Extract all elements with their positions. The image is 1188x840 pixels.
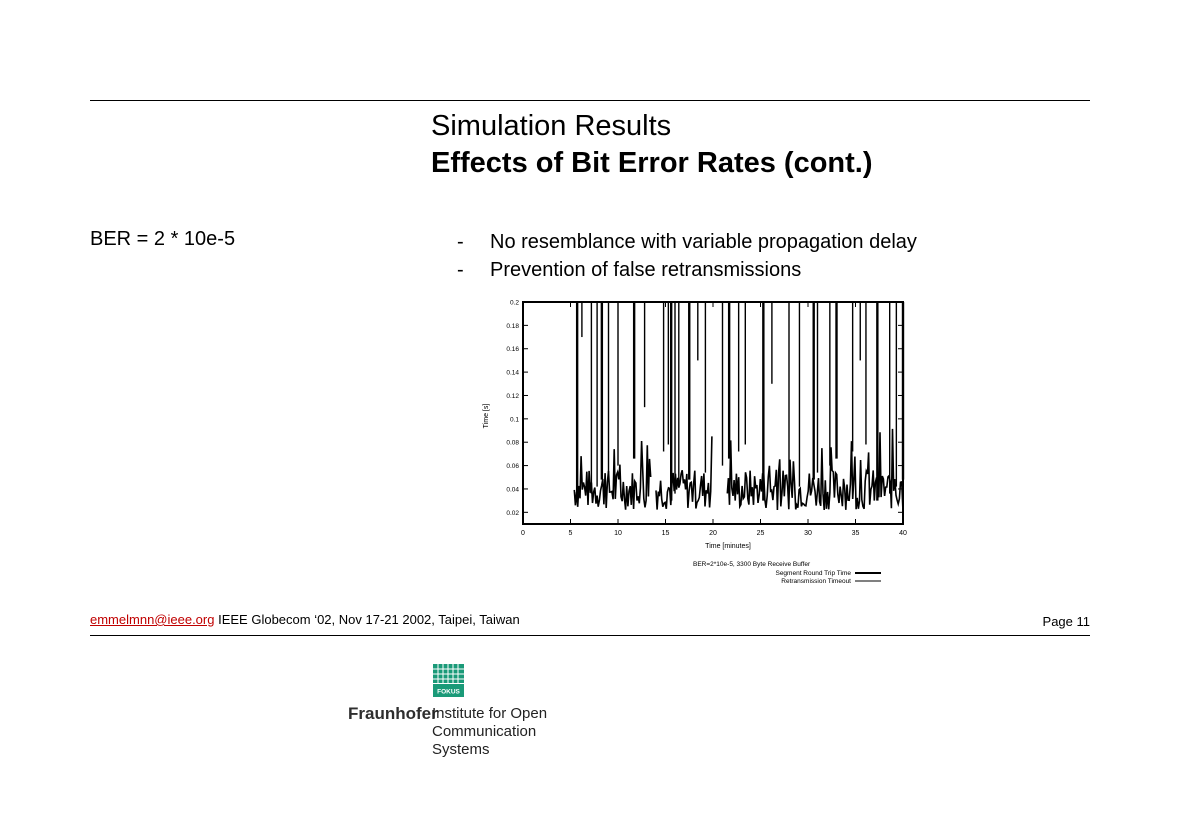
y-tick-label: 0.06 <box>506 463 519 470</box>
fokus-badge-icon: FOKUS <box>433 664 464 697</box>
bullet-text: No resemblance with variable propagation… <box>490 231 917 253</box>
bullet-text: Prevention of false retransmissions <box>490 259 802 281</box>
ber-label: BER = 2 * 10e-5 <box>90 228 236 250</box>
bullet-marker: - <box>457 231 464 253</box>
slide-title: Simulation Results <box>431 110 672 142</box>
email-link[interactable]: emmelmnn@ieee.org <box>90 612 215 627</box>
y-tick-label: 0.04 <box>506 486 519 493</box>
y-tick-label: 0.2 <box>510 300 519 307</box>
rtt-series-line <box>655 436 713 510</box>
top-rule <box>90 100 1090 101</box>
x-tick-label: 35 <box>852 530 860 537</box>
bullet-list: - No resemblance with variable propagati… <box>457 228 917 284</box>
rtt-chart: 0.02 0.04 0.06 0.08 0.1 0.12 0.14 0.16 0.18 0.2 0 5… <box>483 300 907 586</box>
y-tick-label: 0.12 <box>506 393 519 400</box>
slide-subtitle: Effects of Bit Error Rates (cont.) <box>431 147 873 179</box>
institute-line: Institute for Open <box>432 705 548 722</box>
legend-entry: Retransmission Timeout <box>781 578 851 585</box>
page-number: Page 11 <box>1042 614 1090 629</box>
conference-text: IEEE Globecom ‘02, Nov 17-21 2002, Taipe… <box>214 612 520 627</box>
x-axis-label: Time [minutes] <box>705 543 751 550</box>
fraunhofer-logo: FOKUS Fraunhofer Institute for Open Comm… <box>348 664 588 758</box>
y-tick-label: 0.02 <box>506 510 519 517</box>
x-tick-label: 25 <box>757 530 765 537</box>
rtt-series-line <box>573 440 652 510</box>
institute-line: Communication Systems <box>432 723 537 758</box>
y-tick-label: 0.08 <box>506 440 519 447</box>
y-tick-label: 0.16 <box>506 346 519 353</box>
legend-entry: Segment Round Trip Time <box>775 570 851 577</box>
bullet-marker: - <box>457 259 464 281</box>
x-tick-label: 5 <box>569 530 573 537</box>
bullet-item: - Prevention of false retransmissions <box>457 256 917 284</box>
badge-text: FOKUS <box>437 689 460 696</box>
y-tick-label: 0.18 <box>506 323 519 330</box>
y-axis-label: Time [s] <box>483 404 490 429</box>
footer-text: emmelmnn@ieee.org IEEE Globecom ‘02, Nov… <box>90 612 520 627</box>
y-tick-label: 0.1 <box>510 416 519 423</box>
y-tick-label: 0.14 <box>506 370 519 377</box>
institute-name: Institute for Open Communication Systems <box>432 705 588 759</box>
x-tick-label: 0 <box>521 530 525 537</box>
legend-title: BER=2*10e-5, 3300 Byte Receive Buffer <box>693 561 811 568</box>
bottom-rule <box>90 635 1090 636</box>
x-tick-label: 20 <box>709 530 717 537</box>
rtt-series-line <box>726 428 904 511</box>
brand-name: Fraunhofer <box>348 704 438 723</box>
x-tick-label: 40 <box>899 530 907 537</box>
bullet-item: - No resemblance with variable propagati… <box>457 228 917 256</box>
x-tick-label: 30 <box>804 530 812 537</box>
x-tick-label: 10 <box>614 530 622 537</box>
x-tick-label: 15 <box>662 530 670 537</box>
